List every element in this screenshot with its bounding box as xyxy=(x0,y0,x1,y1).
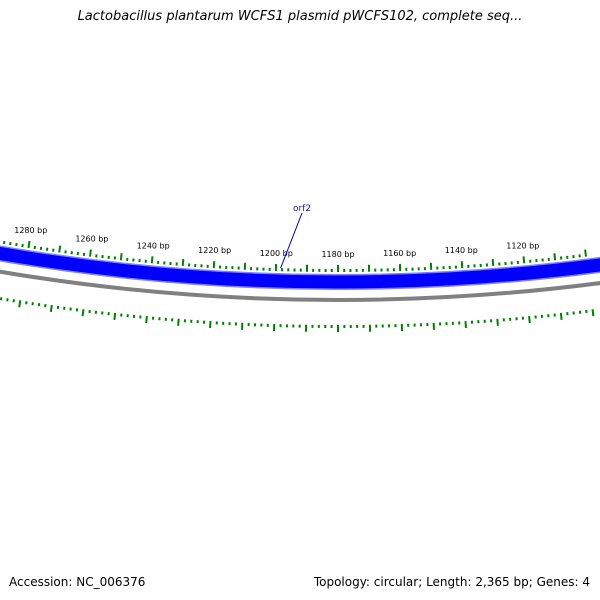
major-tick-outer xyxy=(553,253,557,261)
accession-label: Accession: NC_006376 xyxy=(9,575,146,589)
scale-label: 1220 bp xyxy=(198,246,231,255)
gene-arc-orf2[interactable] xyxy=(0,192,600,289)
major-tick-outer xyxy=(181,258,185,267)
gene-label-leader xyxy=(280,212,303,269)
major-tick-inner xyxy=(496,318,499,326)
inner-scale-ticks xyxy=(0,297,595,332)
map-title: Lactobacillus plantarum WCFS1 plasmid pW… xyxy=(77,9,523,24)
major-tick-inner xyxy=(528,316,531,324)
scale-label: 1240 bp xyxy=(137,241,170,250)
major-tick-outer xyxy=(584,249,587,257)
scale-label: 1280 bp xyxy=(14,226,47,235)
scale-label: 1260 bp xyxy=(75,235,108,244)
scale-labels: 1280 bp 1260 bp 1240 bp 1220 bp 1200 bp 1180 … xyxy=(14,226,539,259)
scale-label: 1140 bp xyxy=(445,246,478,255)
scale-label: 1120 bp xyxy=(506,241,539,250)
scale-label: 1160 bp xyxy=(383,249,416,258)
major-tick-inner xyxy=(18,300,22,308)
major-tick-inner xyxy=(559,312,563,320)
major-tick-inner xyxy=(145,316,148,324)
major-tick-inner xyxy=(591,309,595,317)
major-tick-inner xyxy=(81,309,85,317)
major-tick-inner xyxy=(177,318,180,326)
major-tick-outer xyxy=(522,256,526,264)
major-tick-outer xyxy=(150,256,154,264)
major-tick-outer xyxy=(58,245,62,253)
major-tick-outer xyxy=(89,249,92,257)
sequence-backbone xyxy=(0,269,600,302)
major-tick-outer xyxy=(119,253,123,261)
gene-label-orf2[interactable]: orf2 xyxy=(293,204,311,214)
scale-label: 1180 bp xyxy=(321,250,354,259)
gene-labels: orf2 xyxy=(280,204,311,269)
scale-label: 1200 bp xyxy=(260,249,293,258)
outer-scale-ticks xyxy=(2,240,587,272)
major-tick-inner xyxy=(113,312,117,320)
major-tick-outer xyxy=(27,240,31,249)
major-tick-outer xyxy=(491,258,495,267)
major-tick-inner xyxy=(49,304,53,313)
topology-summary: Topology: circular; Length: 2,365 bp; Ge… xyxy=(313,575,590,589)
